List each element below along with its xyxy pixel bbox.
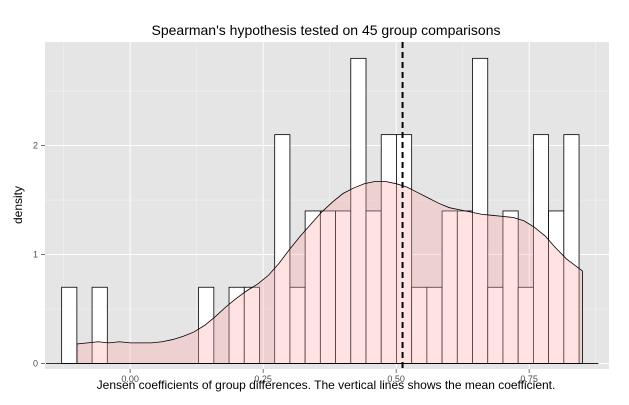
- x-axis-label: Jensen coefficients of group differences…: [97, 378, 556, 392]
- y-tick-label: 0: [33, 359, 38, 369]
- y-tick-label: 1: [33, 250, 38, 260]
- x-tick-label: 0.25: [254, 374, 272, 384]
- x-tick-label: 0.50: [387, 374, 405, 384]
- x-axis-ticks: 0.00 0.25 0.50 0.75: [121, 369, 538, 384]
- y-axis-label: density: [11, 186, 25, 224]
- histogram-bar: [61, 286, 78, 364]
- density-curve: [76, 181, 583, 364]
- x-tick-label: 0.00: [121, 374, 139, 384]
- chart-title: Spearman's hypothesis tested on 45 group…: [152, 22, 501, 38]
- x-tick-label: 0.75: [520, 374, 538, 384]
- y-axis-ticks: 0 1 2: [33, 141, 45, 369]
- histogram-bars: [46, 57, 599, 364]
- y-tick-label: 2: [33, 141, 38, 151]
